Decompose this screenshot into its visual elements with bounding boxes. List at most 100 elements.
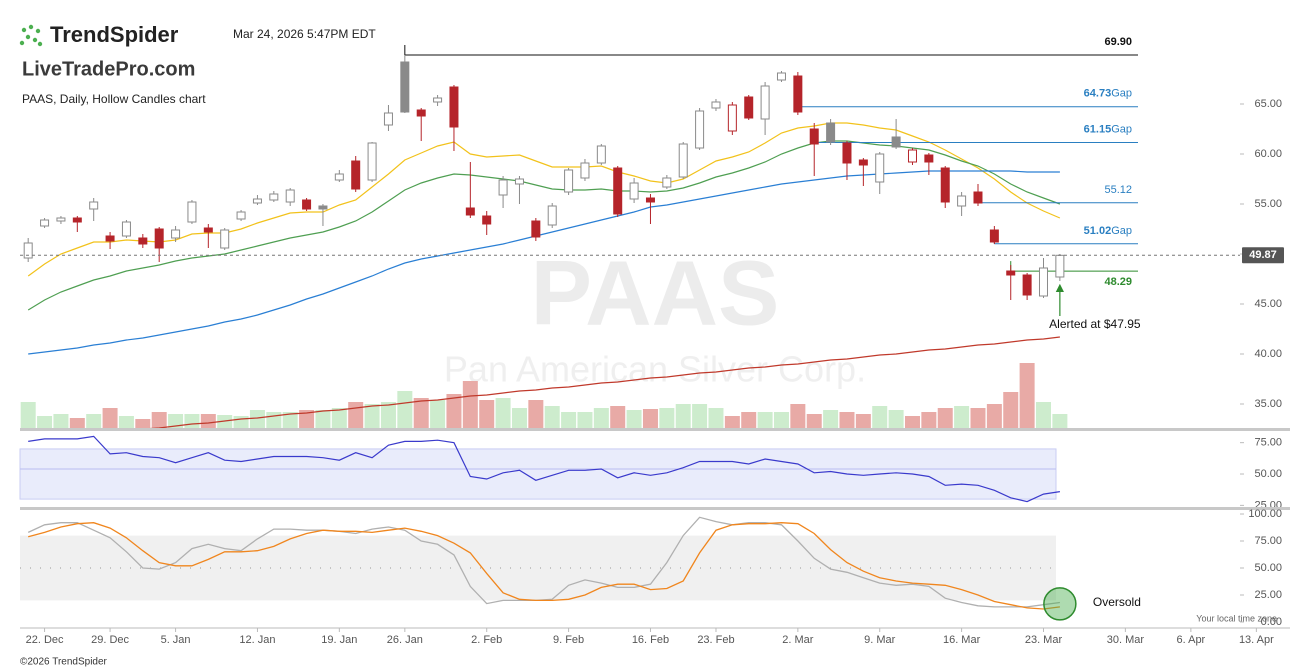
indicator-line [28,522,1060,610]
volume-bar [266,412,282,428]
volume-bar [577,412,593,428]
volume-bar [544,406,560,428]
x-tick-label: 6. Apr [1176,634,1205,646]
candle-body [547,205,557,226]
volume-bar [53,414,69,428]
x-tick-label: 22. Dec [26,634,64,646]
candle-body [678,143,688,178]
candle-body [973,191,983,204]
x-tick-label: 26. Jan [387,634,423,646]
candle-body [1022,274,1032,296]
volume-bar [184,414,200,428]
volume-bar [642,409,658,428]
volume-bar [299,410,315,428]
y-tick-label: 35.00 [1254,398,1282,410]
footer: ©2026 TrendSpider [20,657,108,668]
candle-body [1006,270,1016,276]
volume-bar [986,404,1002,428]
volume-bar [888,410,904,428]
level-value: 61.15 [1084,123,1112,135]
watermark-title: PAAS [531,242,780,344]
logo-icon [19,24,43,47]
candle-body [809,128,819,145]
y-tick-label: 50.00 [1254,468,1282,480]
volume-bar [364,404,380,428]
volume-bar [151,412,167,428]
candle-body [334,173,344,181]
candle-body [940,167,950,203]
volume-bar [872,406,888,428]
candle-body [449,86,459,128]
candle-body [89,201,99,210]
volume-bar [593,408,609,428]
candle-body [187,201,197,223]
candle-body [302,199,312,210]
candle-body [514,178,524,185]
x-tick-label: 29. Dec [91,634,129,646]
level-value: 55.12 [1104,184,1132,196]
x-tick-label: 2. Mar [782,634,814,646]
x-tick-label: 12. Jan [239,634,275,646]
candle-body [826,122,836,143]
x-tick-label: 2. Feb [471,634,502,646]
candle-body [23,242,33,259]
y-tick-label: 50.00 [1254,562,1282,574]
volume-bar [659,408,675,428]
volume-bar [708,408,724,428]
candle-body [564,169,574,193]
candle-body [318,205,328,210]
volume-bar [773,412,789,428]
volume-bar [692,404,708,428]
volume-bar [1052,414,1068,428]
volume-bar [233,416,249,428]
level-label: 64.73Gap [1084,88,1132,100]
volume-bar [331,408,347,428]
y-tick-label: 25.00 [1254,589,1282,601]
volume-bar [462,381,478,428]
moving-average [27,122,1061,277]
candle-body [760,85,770,120]
candle-body [1038,267,1048,297]
oversold-marker [1043,587,1077,621]
candle-body [989,229,999,243]
candle-body [907,149,917,163]
volume-bar [397,391,413,428]
volume-bar [348,402,364,428]
moving-average [28,170,1060,355]
volume-bar [823,410,839,428]
candle-body [793,75,803,113]
volume-bar [380,402,396,428]
x-tick-label: 23. Mar [1025,634,1063,646]
volume-bar [315,410,331,428]
candle-body [744,96,754,119]
volume-bar [790,404,806,428]
volume-bar [528,400,544,428]
level-value: 48.29 [1104,276,1132,288]
y-tick-label: 0.00 [1261,616,1282,628]
candle-body [580,162,590,179]
candle-body [383,112,393,126]
y-tick-label: 75.00 [1254,437,1282,449]
y-tick-label: 40.00 [1254,348,1282,360]
candle-body [596,145,606,164]
candle-body [72,217,82,223]
volume-bar [135,419,151,428]
volume-bar [86,414,102,428]
candle-body [613,167,623,215]
volume-bar [20,402,36,428]
candle-body [367,142,377,181]
candle-body [645,197,655,203]
volume-bar [806,414,822,428]
candle-body [531,220,541,238]
level-label: 48.29 [1104,276,1132,288]
volume-bar [855,414,871,428]
candle-body [498,179,508,196]
volume-bar [168,414,184,428]
candle-body [56,217,66,222]
candle-body [711,101,721,109]
volume-bar [839,412,855,428]
candle-body [269,193,279,201]
x-tick-label: 23. Feb [697,634,734,646]
level-tag: Gap [1111,225,1132,237]
